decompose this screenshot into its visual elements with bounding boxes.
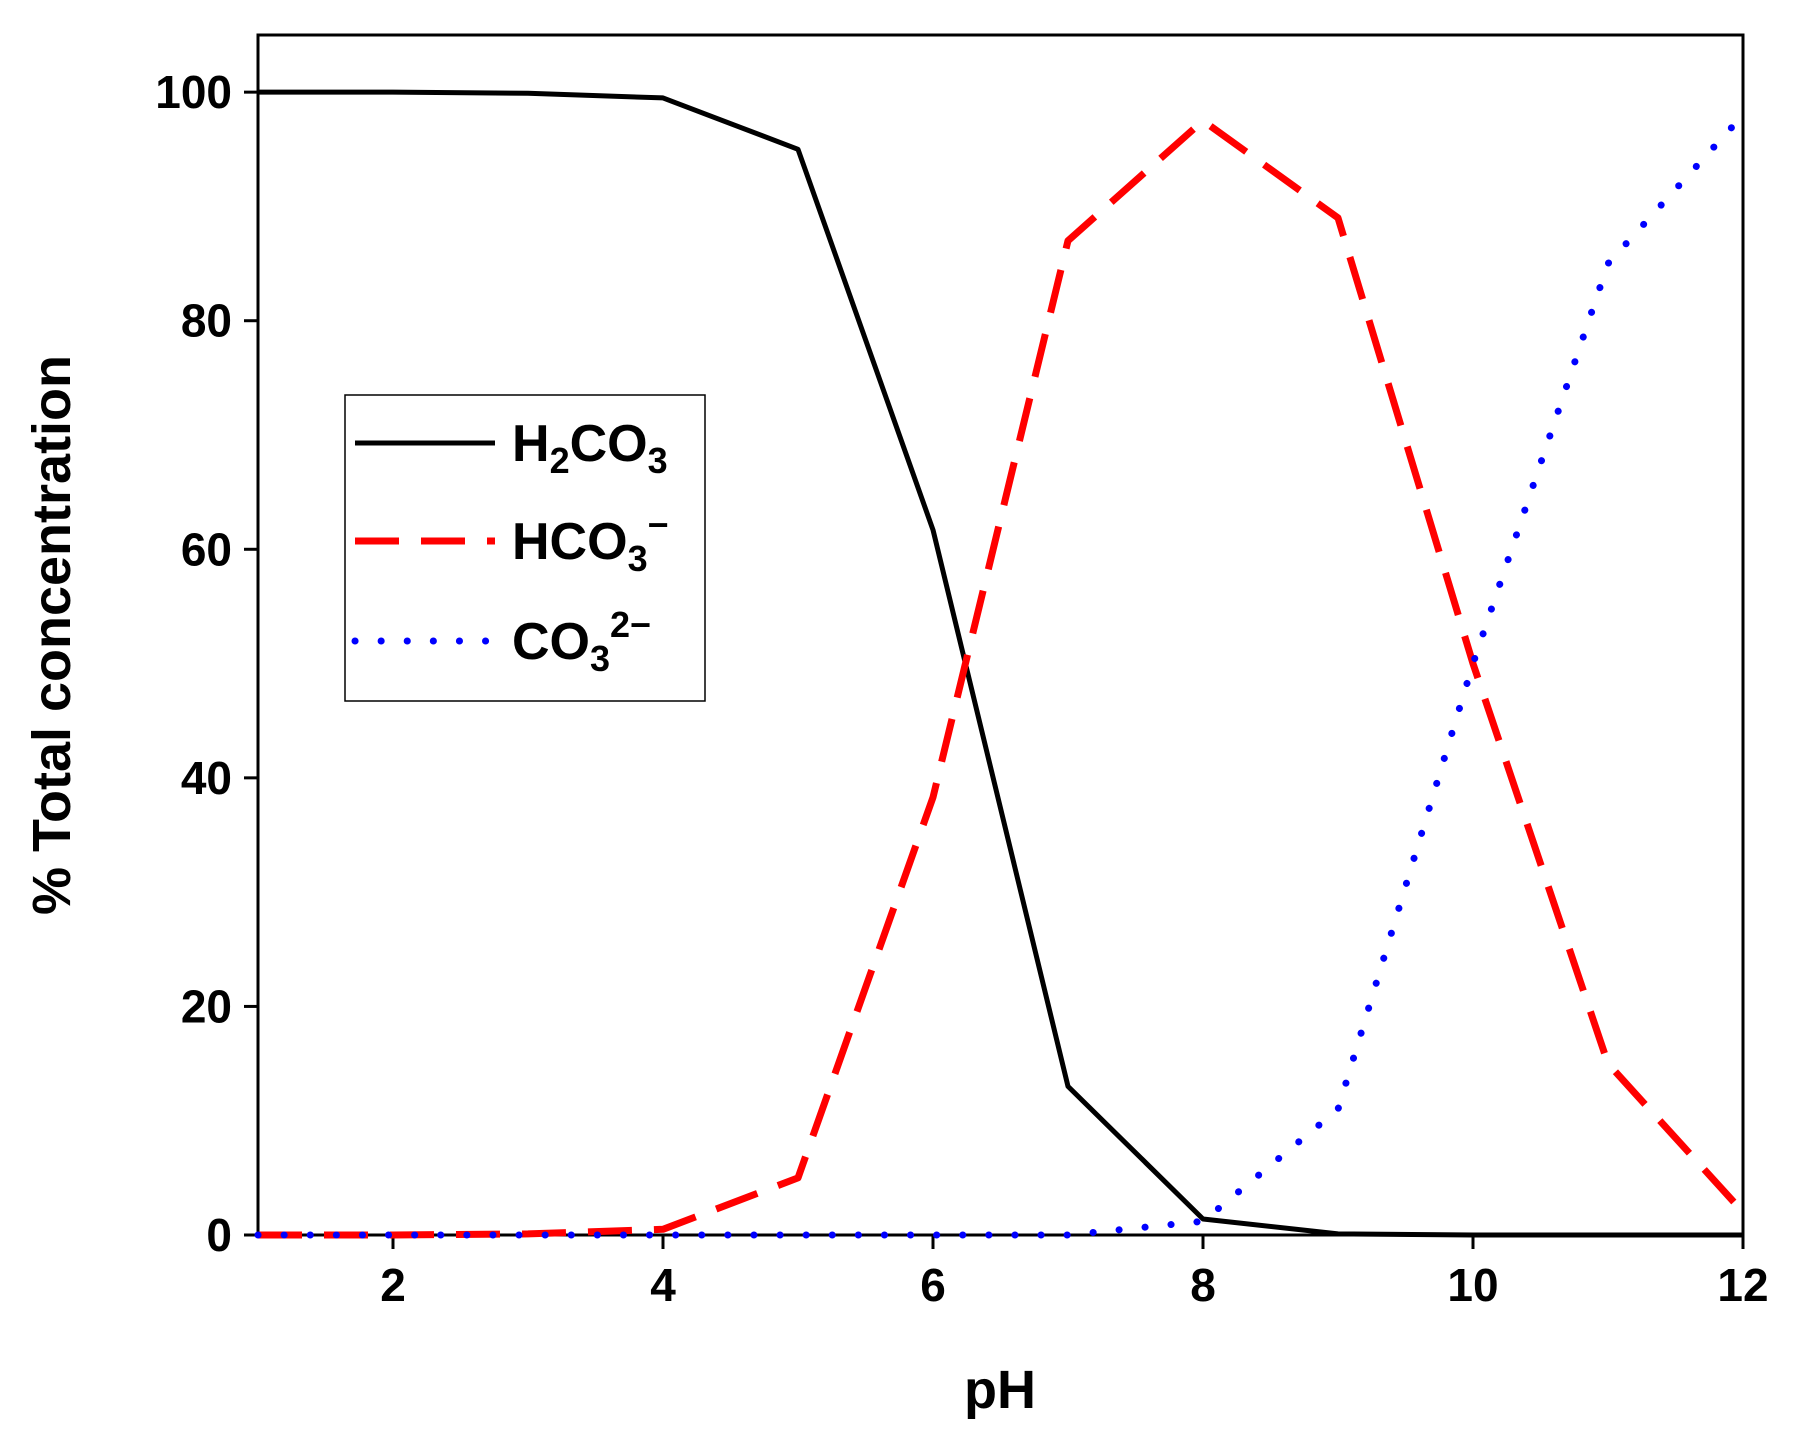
legend-box (344, 394, 706, 702)
legend-label-part: 3 (648, 440, 668, 481)
legend-label-part: H (512, 415, 550, 473)
legend-label-part: 2− (610, 604, 651, 645)
series-line-1 (258, 117, 1746, 1239)
x-tick-label: 6 (920, 1259, 946, 1311)
legend-label-part: CO (570, 415, 648, 473)
y-axis-label: % Total concentration (22, 355, 82, 915)
x-tick-label: 2 (380, 1259, 406, 1311)
y-tick-label: 40 (181, 752, 232, 804)
legend-label-part: 2 (550, 440, 570, 481)
plot-frame (256, 33, 1745, 1237)
legend-label-2: CO32− (512, 604, 651, 679)
x-tick-label: 10 (1447, 1259, 1498, 1311)
x-axis-ticks: 2 4 6 8 10 12 (380, 1235, 1769, 1311)
y-tick-label: 60 (181, 523, 232, 575)
series-line-0 (258, 89, 1743, 1238)
legend-label-part: 3 (590, 638, 610, 679)
y-tick-label: 20 (181, 980, 232, 1032)
legend-label-part: CO (512, 613, 590, 671)
x-tick-label: 8 (1190, 1259, 1216, 1311)
legend-label-part: HCO (512, 513, 628, 571)
y-axis-ticks: 0 20 40 60 80 100 (155, 66, 258, 1261)
x-tick-label: 12 (1717, 1259, 1768, 1311)
legend-label-0: H2CO3 (512, 415, 668, 481)
x-tick-label: 4 (650, 1259, 676, 1311)
y-tick-label: 100 (155, 66, 232, 118)
legend-label-part: 3 (628, 538, 648, 579)
y-tick-label: 80 (181, 295, 232, 347)
legend-label-part: − (648, 504, 669, 545)
y-tick-label: 0 (206, 1209, 232, 1261)
x-axis-label: pH (964, 1360, 1036, 1420)
series-lines (254, 89, 1747, 1239)
legend-label-1: HCO3− (512, 504, 669, 579)
